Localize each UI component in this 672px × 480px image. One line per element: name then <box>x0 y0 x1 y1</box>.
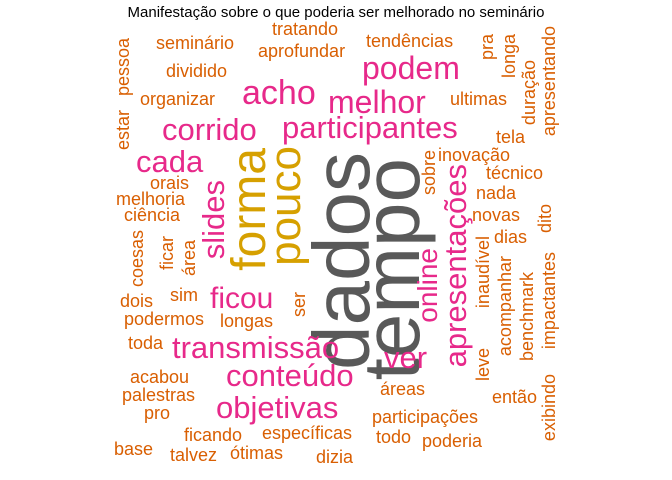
word-entao: então <box>492 387 538 407</box>
word-toda: toda <box>128 333 164 353</box>
word-tecnico: técnico <box>486 163 544 183</box>
word-apresentando: apresentando <box>539 26 559 137</box>
word-inaudivel: inaudível <box>473 236 493 309</box>
word-base: base <box>114 439 154 459</box>
word-pra: pra <box>477 34 497 61</box>
word-exibindo: exibindo <box>539 374 559 442</box>
word-nada: nada <box>476 183 517 203</box>
word-palestras: palestras <box>122 385 196 405</box>
word-objetivas: objetivas <box>216 390 339 425</box>
word-pessoa: pessoa <box>113 38 133 97</box>
word-poderia: poderia <box>422 431 483 451</box>
word-dizia: dizia <box>316 447 354 467</box>
word-transmissao: transmissão <box>172 330 340 365</box>
chart-title: Manifestação sobre o que poderia ser mel… <box>127 4 545 21</box>
word-dividido: dividido <box>166 61 228 81</box>
word-organizar: organizar <box>140 89 216 109</box>
word-duracao: duração <box>519 60 539 126</box>
word-participacoes: participações <box>372 407 479 427</box>
word-impactantes: impactantes <box>539 252 559 350</box>
word-estar: estar <box>113 110 133 151</box>
word-apresentacoes: apresentações <box>438 164 473 368</box>
word-tratando: tratando <box>272 19 339 39</box>
word-ultimas: ultimas <box>450 89 508 109</box>
word-dito: dito <box>535 204 555 234</box>
word-cada: cada <box>136 144 204 179</box>
word-melhor: melhor <box>328 84 426 120</box>
word-podermos: podermos <box>124 309 205 329</box>
word-dois: dois <box>120 291 154 311</box>
word-otimas: ótimas <box>230 443 284 463</box>
word-areas: áreas <box>380 379 426 399</box>
word-ficou: ficou <box>210 282 274 315</box>
word-conteudo: conteúdo <box>226 358 354 393</box>
word-ficando: ficando <box>184 425 243 445</box>
word-coesas: coesas <box>127 230 147 288</box>
word-acabou: acabou <box>130 367 190 387</box>
word-ciencia: ciência <box>124 205 181 225</box>
word-ver: ver <box>384 340 428 375</box>
word-participantes: participantes <box>282 110 458 145</box>
word-leve: leve <box>473 348 493 382</box>
word-acho: acho <box>242 74 316 112</box>
word-podem: podem <box>362 50 460 86</box>
word-tela: tela <box>496 127 526 147</box>
word-dias: dias <box>494 227 528 247</box>
word-seminario: seminário <box>156 33 235 53</box>
word-pro: pro <box>144 403 171 423</box>
word-todo: todo <box>376 427 412 447</box>
word-melhoria: melhoria <box>116 189 186 209</box>
word-sobre: sobre <box>419 150 439 196</box>
word-slides: slides <box>196 180 231 260</box>
word-acompanhar: acompanhar <box>495 256 515 357</box>
word-benchmark: benchmark <box>517 272 537 362</box>
word-inovacao: inovação <box>438 145 511 165</box>
word-talvez: talvez <box>170 445 218 465</box>
word-tendencias: tendências <box>366 31 454 51</box>
word-pouco: pouco <box>261 146 310 266</box>
word-especificas: específicas <box>262 423 353 443</box>
word-novas: novas <box>472 205 521 225</box>
word-orais: orais <box>150 173 190 193</box>
word-ser: ser <box>289 292 309 318</box>
word-longas: longas <box>220 311 274 331</box>
word-sim: sim <box>170 285 198 305</box>
word-longa: longa <box>499 34 519 79</box>
word-area: área <box>179 240 199 277</box>
word-corrido: corrido <box>162 112 257 147</box>
word-ficar: ficar <box>157 236 177 271</box>
word-aprofundar: aprofundar <box>258 41 346 61</box>
